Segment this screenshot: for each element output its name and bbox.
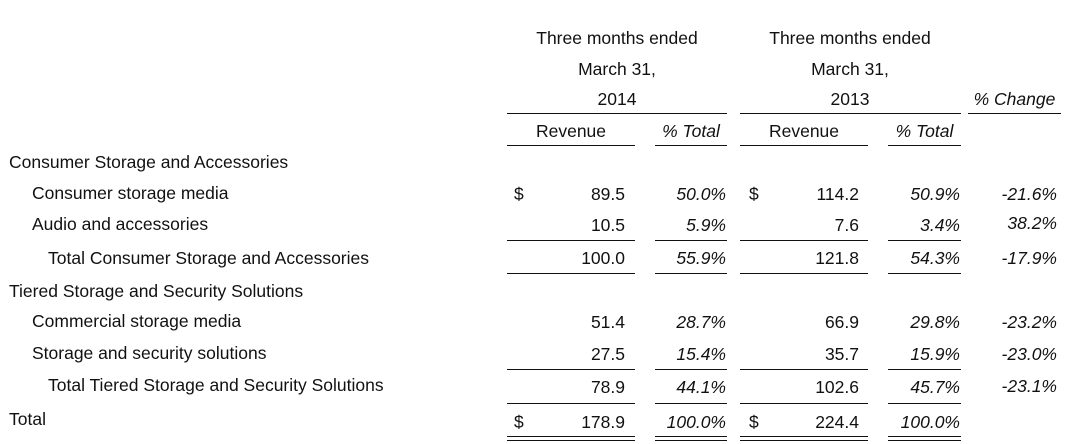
subtotal-bottom-rule (888, 273, 961, 274)
subtotal-rule (740, 369, 868, 370)
row-label: Storage and security solutions (32, 343, 267, 363)
subtotal-rule (655, 369, 727, 370)
revenue-value: 89.5 (590, 184, 625, 204)
grand-total-double-rule (888, 436, 961, 441)
revenue-value: 178.9 (581, 412, 625, 432)
row-label: Commercial storage media (32, 311, 242, 331)
row-label: Audio and accessories (32, 214, 209, 234)
subtotal-bottom-rule (655, 273, 727, 274)
pct-total-header-b: % Total (895, 121, 954, 141)
subtotal-rule (888, 240, 961, 241)
revenue-value: 35.7 (824, 344, 859, 364)
period-b-year: 2013 (830, 89, 870, 109)
pct-total-value: 100.0% (666, 412, 726, 432)
pct-total-value: 54.3% (910, 248, 960, 268)
pct-total-value: 44.1% (676, 377, 726, 397)
section-label: Consumer Storage and Accessories (9, 152, 289, 172)
pct-change-value: 38.2% (1007, 213, 1057, 233)
period-a-line1: Three months ended (536, 28, 698, 48)
pct-total-value: 50.0% (676, 184, 726, 204)
pct-total-value: 15.4% (676, 344, 726, 364)
period-a-year: 2014 (597, 89, 637, 109)
pct-total-value: 29.8% (910, 312, 960, 332)
subheader-rule-pct-b (888, 145, 961, 146)
currency-symbol: $ (749, 184, 759, 204)
revenue-header-a: Revenue (535, 121, 607, 141)
subtotal-bottom-rule (507, 273, 635, 274)
subtotal-rule (507, 369, 635, 370)
total-top-rule (740, 403, 868, 404)
revenue-value: 121.8 (815, 248, 859, 268)
subtotal-label: Total Consumer Storage and Accessories (48, 248, 369, 268)
grand-total-label: Total (9, 409, 46, 429)
grand-total-double-rule (655, 436, 727, 441)
revenue-value: 66.9 (824, 312, 859, 332)
period-a-line2: March 31, (578, 59, 656, 79)
header-rule-a (507, 113, 727, 114)
total-top-rule (655, 403, 727, 404)
subheader-rule-pct-a (655, 145, 727, 146)
revenue-value: 10.5 (590, 215, 625, 235)
pct-total-value: 15.9% (910, 344, 960, 364)
total-top-rule (888, 403, 961, 404)
subtotal-rule (740, 240, 868, 241)
pct-total-value: 55.9% (676, 248, 726, 268)
row-label: Consumer storage media (32, 183, 229, 203)
pct-change-value: -23.0% (1001, 344, 1057, 364)
pct-change-value: -17.9% (1001, 248, 1057, 268)
pct-total-value: 45.7% (910, 377, 960, 397)
pct-change-value: -21.6% (1001, 184, 1057, 204)
revenue-value: 100.0 (581, 248, 625, 268)
revenue-value: 51.4 (590, 312, 625, 332)
subtotal-rule (888, 369, 961, 370)
subtotal-rule (655, 240, 727, 241)
subheader-rule-rev-b (740, 145, 868, 146)
change-header: % Change (973, 89, 1056, 109)
subtotal-bottom-rule (740, 273, 868, 274)
revenue-value: 78.9 (590, 377, 625, 397)
revenue-value: 224.4 (815, 412, 859, 432)
pct-change-value: -23.1% (1001, 376, 1057, 396)
grand-total-double-rule (507, 436, 635, 441)
pct-total-value: 100.0% (900, 412, 960, 432)
pct-total-value: 28.7% (676, 312, 726, 332)
revenue-value: 114.2 (816, 184, 860, 204)
pct-total-header-a: % Total (662, 121, 720, 141)
section-label: Tiered Storage and Security Solutions (9, 281, 304, 301)
subtotal-label: Total Tiered Storage and Security Soluti… (48, 375, 384, 395)
period-b-line2: March 31, (811, 59, 889, 79)
pct-change-value: -23.2% (1001, 312, 1057, 332)
pct-total-value: 3.4% (920, 215, 960, 235)
pct-total-value: 5.9% (686, 215, 726, 235)
grand-total-double-rule (740, 436, 868, 441)
pct-total-value: 50.9% (910, 184, 960, 204)
currency-symbol: $ (514, 184, 524, 204)
currency-symbol: $ (749, 412, 759, 432)
subheader-rule-rev-a (507, 145, 635, 146)
revenue-value: 102.6 (815, 377, 859, 397)
total-top-rule (507, 403, 635, 404)
revenue-header-b: Revenue (768, 121, 840, 141)
header-rule-b (740, 113, 961, 114)
currency-symbol: $ (514, 412, 524, 432)
revenue-value: 27.5 (590, 344, 625, 364)
period-b-line1: Three months ended (769, 28, 931, 48)
subtotal-rule (507, 240, 635, 241)
header-rule-change (968, 113, 1061, 114)
revenue-value: 7.6 (834, 215, 859, 235)
